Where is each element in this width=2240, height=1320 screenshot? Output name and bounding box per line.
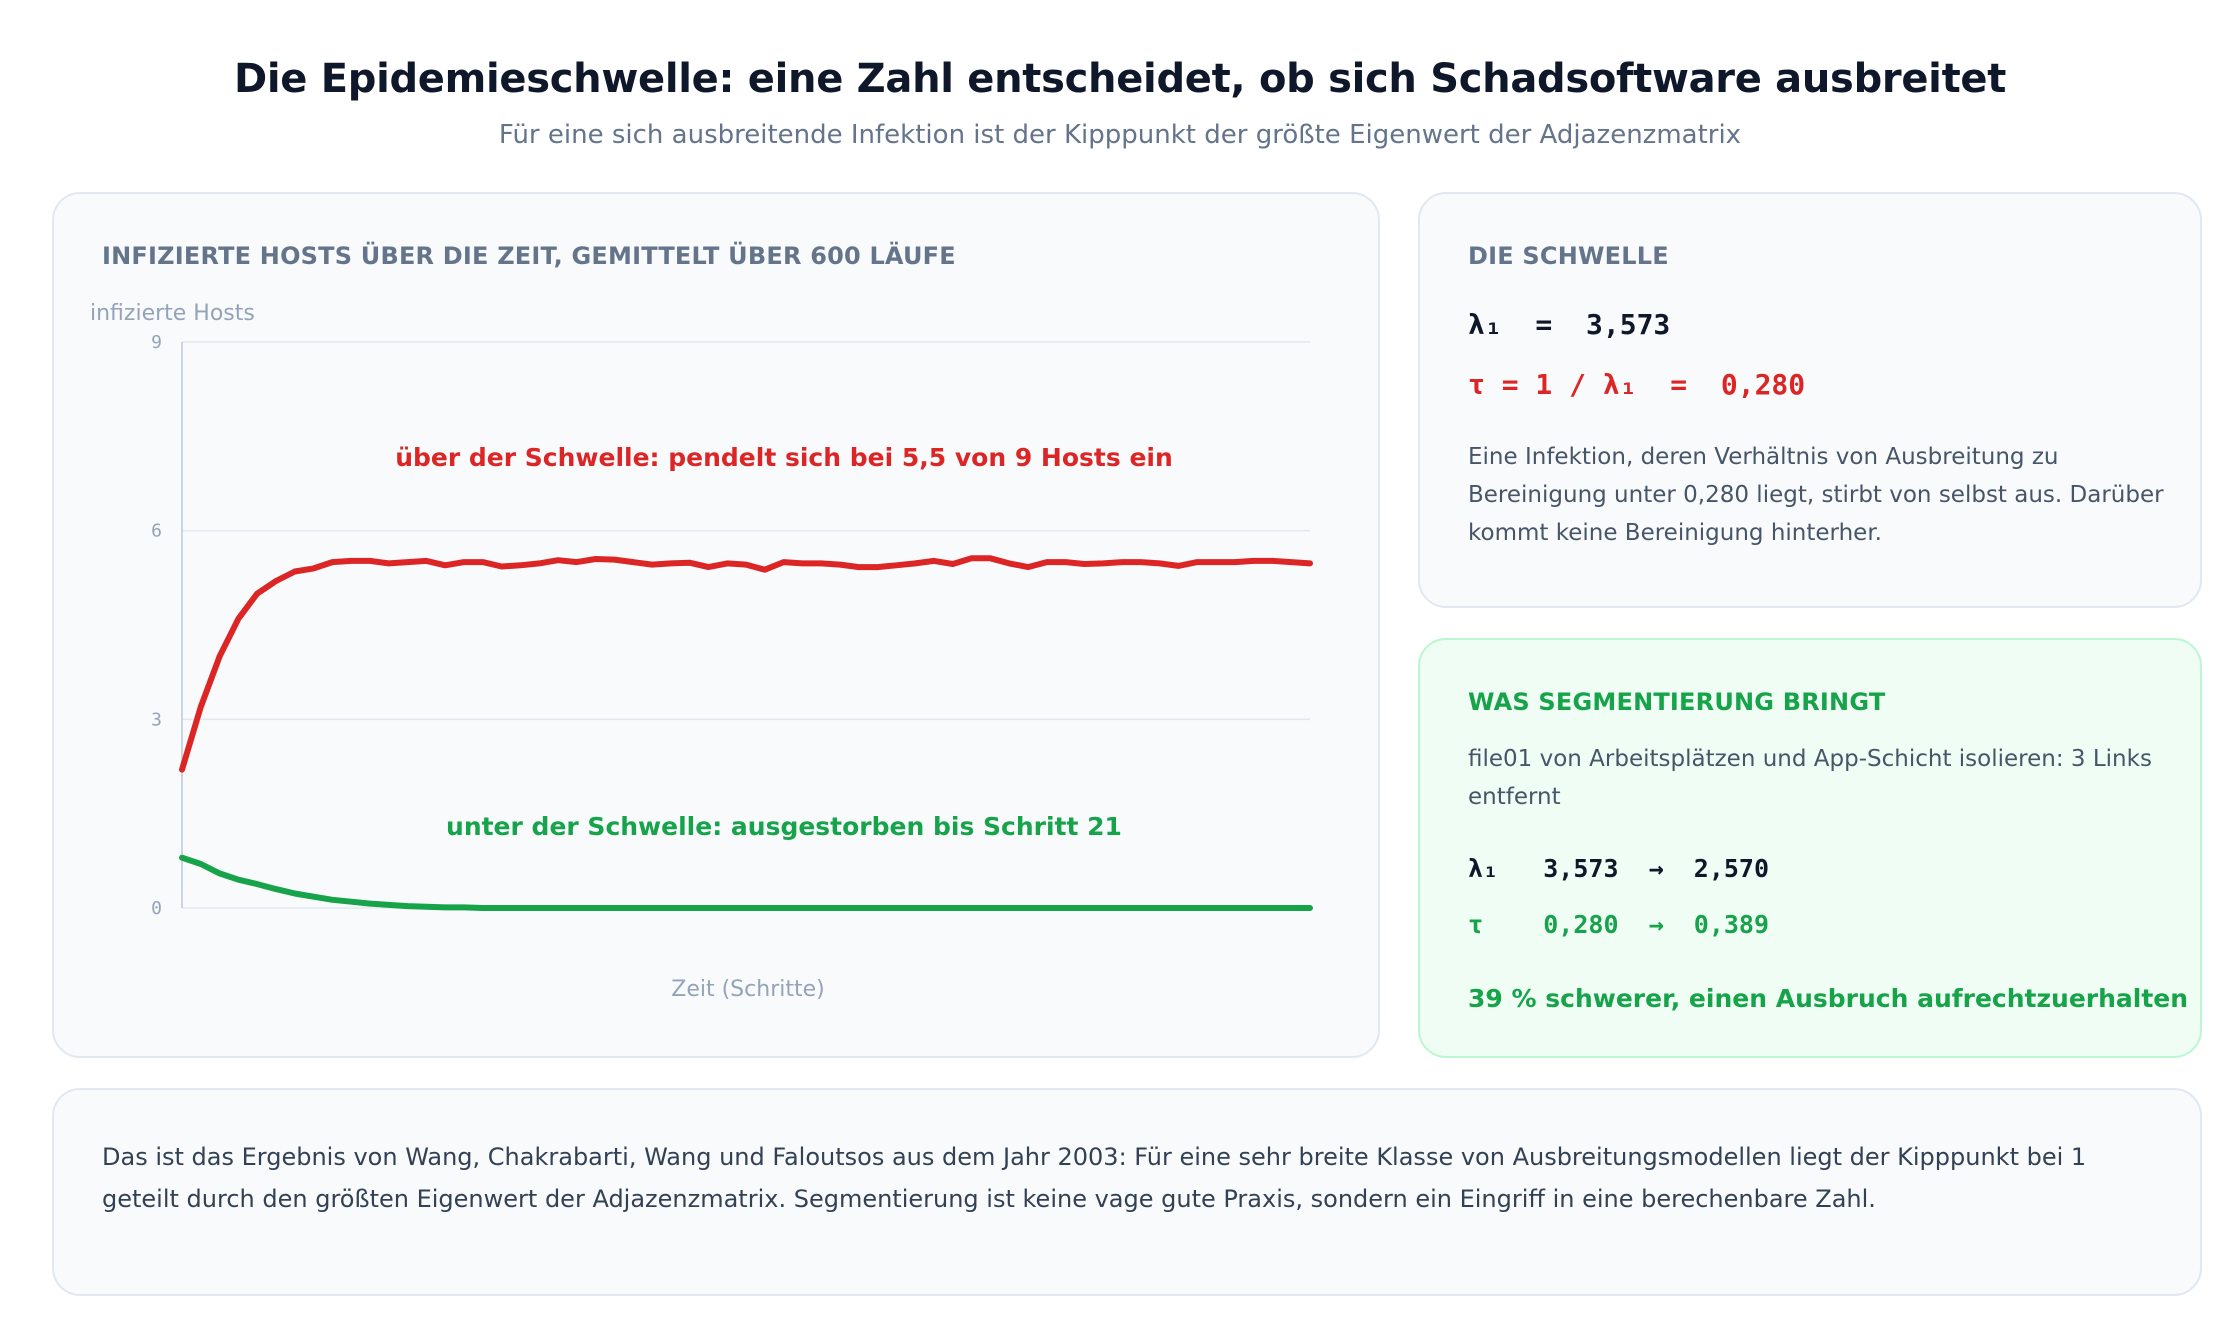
y-axis-label: infizierte Hosts (90, 301, 255, 326)
chart-card: Infizierte Hosts über die Zeit, gemittel… (52, 192, 1380, 1058)
segmentation-description: file01 von Arbeitsplätzen und App-Schich… (1468, 746, 2152, 810)
y-tick-label: 9 (151, 332, 162, 353)
tau-value: τ = 1 / λ₁ = 0,280 (1468, 368, 1806, 401)
x-axis-label: Zeit (Schritte) (671, 977, 824, 1002)
footer-text: Das ist das Ergebnis von Wang, Chakrabar… (102, 1143, 2087, 1213)
y-tick-label: 3 (151, 709, 162, 730)
segmentation-lambda: λ₁ 3,573 → 2,570 (1468, 854, 1770, 883)
chart-title: Infizierte Hosts über die Zeit, gemittel… (102, 242, 956, 270)
series-line-above (179, 555, 1313, 773)
threshold-description: Eine Infektion, deren Verhältnis von Aus… (1468, 444, 2164, 546)
page-subtitle: Für eine sich ausbreitende Infektion ist… (498, 120, 1742, 150)
annotation-below-threshold: unter der Schwelle: ausgestorben bis Sch… (446, 812, 1122, 841)
segmentation-tau: τ 0,280 → 0,389 (1468, 910, 1770, 939)
threshold-card: Die Schwelle λ₁ = 3,573 τ = 1 / λ₁ = 0,2… (1418, 192, 2202, 608)
series-line-below (179, 854, 1313, 911)
segmentation-card: Was Segmentierung bringt file01 von Arbe… (1418, 638, 2202, 1058)
threshold-title: Die Schwelle (1468, 242, 1669, 270)
infection-chart: infizierte Hosts 0 3 6 9 über der Schwelle:… (90, 301, 1313, 1002)
annotation-above-threshold: über der Schwelle: pendelt sich bei 5,5 … (395, 443, 1173, 472)
segmentation-title: Was Segmentierung bringt (1468, 688, 1886, 716)
y-tick-label: 6 (151, 521, 162, 542)
page-title: Die Epidemieschwelle: eine Zahl entschei… (233, 56, 2007, 102)
series-lines (179, 555, 1313, 911)
page-header: Die Epidemieschwelle: eine Zahl entschei… (0, 56, 2240, 150)
y-ticks: 0 3 6 9 (151, 332, 162, 919)
footer-card: Das ist das Ergebnis von Wang, Chakrabar… (52, 1088, 2202, 1296)
y-tick-label: 0 (151, 898, 162, 919)
segmentation-conclusion: 39 % schwerer, einen Ausbruch aufrechtzu… (1468, 984, 2189, 1013)
lambda-value: λ₁ = 3,573 (1468, 308, 1671, 341)
